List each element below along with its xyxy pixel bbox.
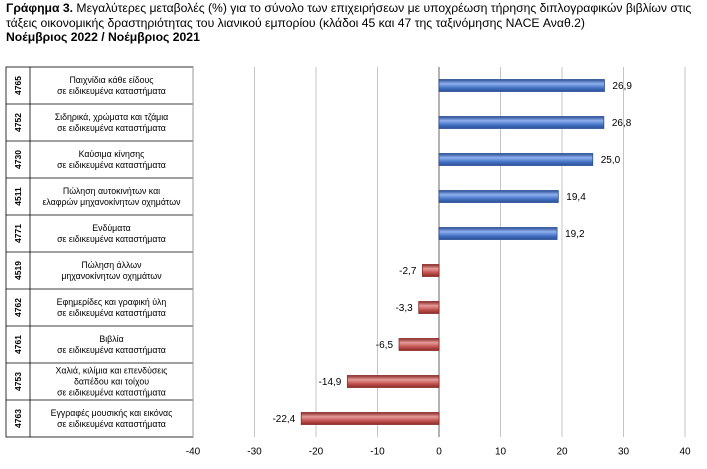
category-label: σε ειδικευμένα καταστήματα [57,123,166,133]
bar [346,375,440,388]
category-code: 4762 [13,298,23,317]
data-label: -3,3 [395,303,413,314]
chart-title: Γράφημα 3. Μεγαλύτερες μεταβολές (%) για… [6,1,704,45]
data-label: 19,4 [566,192,586,203]
bar [438,79,605,92]
category-label: ελαφρών μηχανοκίνητων οχημάτων [42,197,181,207]
chart-title-label: Γράφημα 3. [6,1,74,15]
bar [438,190,559,203]
category-label: σε ειδικευμένα καταστήματα [57,86,166,96]
category-label: Χαλιά, κιλίμια και επενδύσεις [56,365,168,375]
data-label: -22,4 [272,414,295,425]
category-label: Εγγραφές μουσικής και εικόνας [51,408,173,418]
x-tick-label: 10 [495,447,507,458]
category-code: 4761 [13,335,23,354]
x-tick-label: 20 [556,447,568,458]
category-code: 4511 [13,187,23,206]
category-label: Ενδύματα [92,223,131,233]
category-label: δαπέδου και τοίχου [74,377,149,387]
category-label: Παιχνίδια κάθε είδους [69,75,153,85]
bars [300,79,605,425]
data-label: 25,0 [601,155,621,166]
category-label: σε ειδικευμένα καταστήματα [57,345,166,355]
data-labels: 26,9 26,8 25,0 19,4 19,2 -2,7 -3,3 -6,5 -14,9 -22… [272,81,632,425]
x-axis-ticks: -40 -30 -20 -10 0 10 20 30 40 [186,447,691,458]
category-table [5,66,194,438]
x-tick-label: -20 [309,447,324,458]
category-label: σε ειδικευμένα καταστήματα [57,234,166,244]
category-label: μηχανοκίνητων οχημάτων [61,271,162,281]
category-code: 4730 [13,150,23,169]
bar [300,412,440,425]
category-code: 4763 [13,409,23,428]
x-tick-label: -40 [186,447,201,458]
category-code: 4771 [13,224,23,243]
category-code: 4765 [13,76,23,95]
x-tick-label: 0 [436,447,442,458]
chart-subtitle: Νοέμβριος 2022 / Νοέμβριος 2021 [6,30,200,44]
category-code: 4753 [13,372,23,391]
bar [421,264,440,277]
category-label: σε ειδικευμένα καταστήματα [57,419,166,429]
data-label: 26,9 [612,81,632,92]
category-label: σε ειδικευμένα καταστήματα [57,160,166,170]
category-label: σε ειδικευμένα καταστήματα [57,308,166,318]
data-label: -6,5 [376,340,394,351]
bar [398,338,440,351]
data-label: -2,7 [399,266,417,277]
bar [418,301,440,314]
bar [438,227,558,240]
category-label: Πώληση αυτοκινήτων και [63,186,160,196]
x-tick-label: -10 [370,447,385,458]
category-label: Εφημερίδες και γραφική ύλη [57,297,167,307]
category-label: Βιβλία [99,334,123,344]
bar [438,153,594,166]
chart-title-text: Μεγαλύτερες μεταβολές (%) για το σύνολο … [6,1,692,30]
x-tick-label: 30 [618,447,630,458]
category-label: Καύσιμα κίνησης [79,149,145,159]
data-label: -14,9 [319,377,342,388]
bar [438,116,605,129]
data-label: 26,8 [612,118,632,129]
x-tick-label: -30 [247,447,262,458]
category-code: 4519 [13,261,23,280]
category-label: σε ειδικευμένα καταστήματα [57,388,166,398]
category-label: Πώληση άλλων [81,260,142,270]
category-code: 4752 [13,113,23,132]
data-label: 19,2 [565,229,585,240]
x-tick-label: 40 [679,447,691,458]
category-label: Σιδηρικά, χρώματα και τζάμια [55,112,169,122]
